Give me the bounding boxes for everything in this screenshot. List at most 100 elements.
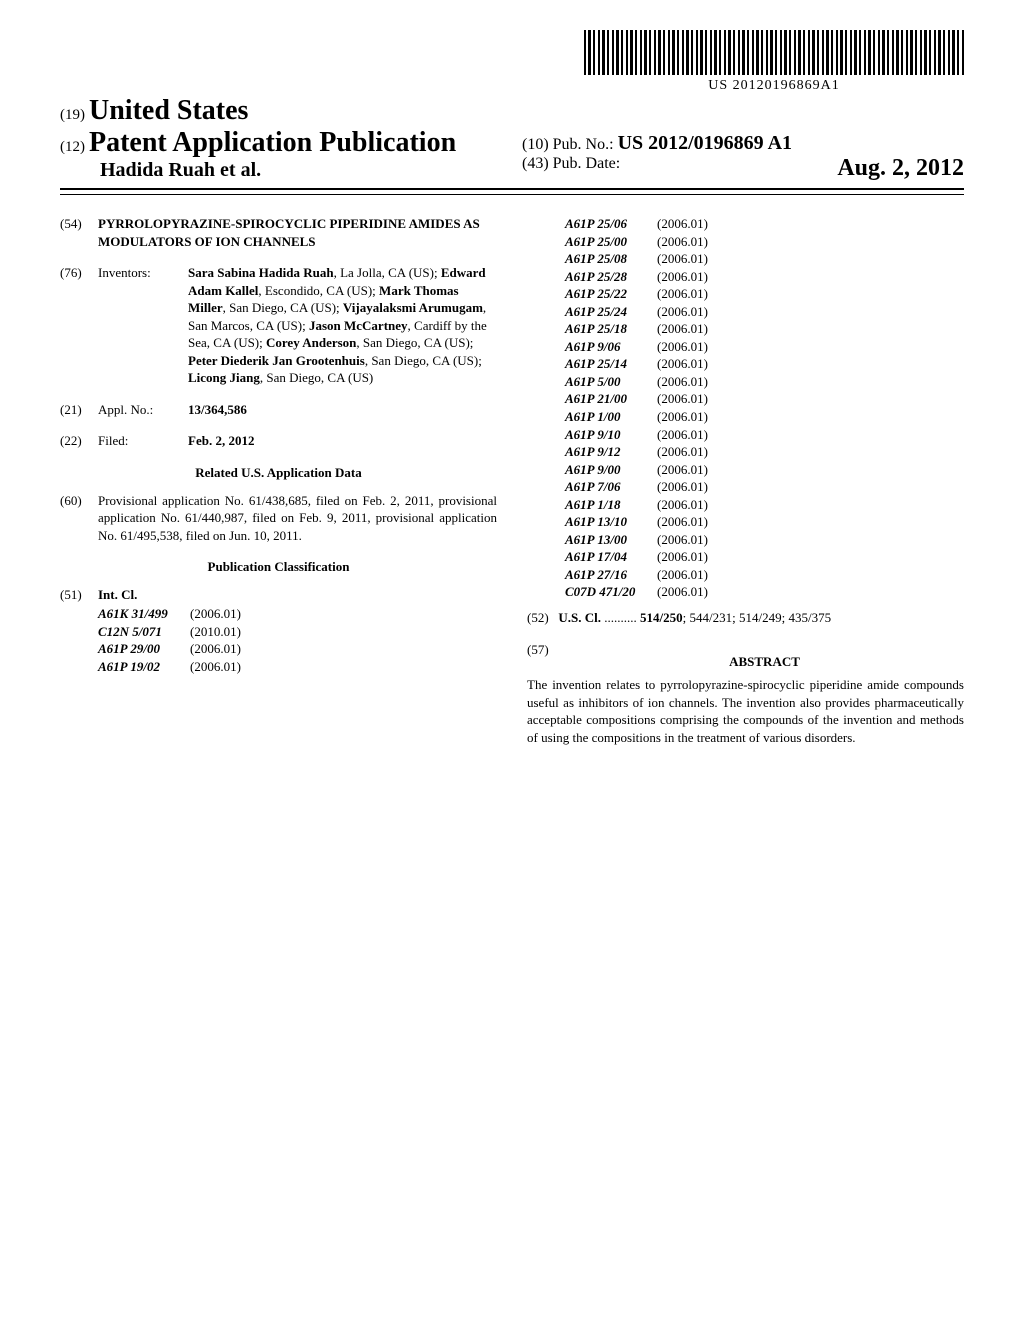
intcl-code: A61P 9/10 [527, 426, 657, 444]
inventor-location: , San Diego, CA (US); [223, 300, 343, 315]
intcl-code: A61P 13/00 [527, 531, 657, 549]
inventors-list: Sara Sabina Hadida Ruah, La Jolla, CA (U… [188, 264, 497, 387]
intcl-code: A61K 31/499 [60, 605, 190, 623]
num-21: (21) [60, 401, 98, 419]
related-text: Provisional application No. 61/438,685, … [98, 492, 497, 545]
intcl-row: A61P 17/04(2006.01) [527, 548, 964, 566]
header: (19) United States (12) Patent Applicati… [60, 95, 964, 190]
code-12: (12) [60, 139, 85, 155]
intcl-year: (2006.01) [657, 268, 708, 286]
num-51: (51) [60, 586, 98, 604]
intcl-code: A61P 9/12 [527, 443, 657, 461]
inventor-name: Corey Anderson [266, 335, 356, 350]
body-columns: (54) PYRROLOPYRAZINE-SPIROCYCLIC PIPERID… [60, 215, 964, 746]
intcl-code: A61P 9/06 [527, 338, 657, 356]
abstract-heading: ABSTRACT [565, 653, 964, 671]
intcl-row: A61P 25/22(2006.01) [527, 285, 964, 303]
intcl-code: A61P 25/22 [527, 285, 657, 303]
intcl-code: A61P 21/00 [527, 390, 657, 408]
barcode-block: US 20120196869A1 [584, 30, 964, 94]
field-related: (60) Provisional application No. 61/438,… [60, 492, 497, 545]
header-authors: Hadida Ruah et al. [100, 159, 502, 182]
intcl-row: A61P 7/06(2006.01) [527, 478, 964, 496]
intcl-year: (2006.01) [657, 566, 708, 584]
intcl-row: A61P 13/10(2006.01) [527, 513, 964, 531]
filed-label: Filed: [98, 432, 188, 450]
intcl-row: A61P 1/18(2006.01) [527, 496, 964, 514]
barcode-text: US 20120196869A1 [584, 78, 964, 94]
intcl-row: A61P 25/08(2006.01) [527, 250, 964, 268]
right-column: A61P 25/06(2006.01)A61P 25/00(2006.01)A6… [527, 215, 964, 746]
intcl-row: A61K 31/499(2006.01) [60, 605, 497, 623]
intcl-year: (2006.01) [657, 338, 708, 356]
intcl-row: A61P 25/28(2006.01) [527, 268, 964, 286]
intcl-row: A61P 27/16(2006.01) [527, 566, 964, 584]
intcl-code: A61P 5/00 [527, 373, 657, 391]
header-divider [60, 194, 964, 195]
intcl-code: C07D 471/20 [527, 583, 657, 601]
intcl-code: A61P 27/16 [527, 566, 657, 584]
intcl-code: A61P 25/00 [527, 233, 657, 251]
intcl-label: Int. Cl. [98, 586, 497, 604]
intcl-code: A61P 25/06 [527, 215, 657, 233]
intcl-row: A61P 29/00(2006.01) [60, 640, 497, 658]
inventor-location: , San Diego, CA (US); [365, 353, 482, 368]
intcl-left-list: A61K 31/499(2006.01)C12N 5/071(2010.01)A… [60, 605, 497, 675]
uscl-dots: .......... [604, 610, 640, 625]
num-22: (22) [60, 432, 98, 450]
field-filed: (22) Filed: Feb. 2, 2012 [60, 432, 497, 450]
intcl-year: (2006.01) [657, 513, 708, 531]
intcl-year: (2006.01) [657, 303, 708, 321]
intcl-row: A61P 13/00(2006.01) [527, 531, 964, 549]
intcl-year: (2006.01) [657, 373, 708, 391]
appl-no-value: 13/364,586 [188, 401, 497, 419]
field-uscl: (52) U.S. Cl. .......... 514/250; 544/23… [527, 609, 964, 627]
intcl-row: C07D 471/20(2006.01) [527, 583, 964, 601]
intcl-code: A61P 25/28 [527, 268, 657, 286]
pub-class-heading: Publication Classification [60, 558, 497, 576]
intcl-year: (2006.01) [657, 390, 708, 408]
intcl-row: A61P 25/18(2006.01) [527, 320, 964, 338]
left-column: (54) PYRROLOPYRAZINE-SPIROCYCLIC PIPERID… [60, 215, 497, 746]
uscl-label: U.S. Cl. [558, 610, 601, 625]
intcl-year: (2006.01) [657, 408, 708, 426]
barcode-graphic [584, 30, 964, 75]
num-57: (57) [527, 641, 565, 677]
inventor-name: Sara Sabina Hadida Ruah [188, 265, 334, 280]
code-43: (43) [522, 155, 549, 172]
abstract-text: The invention relates to pyrrolopyrazine… [527, 676, 964, 746]
country-name: United States [89, 95, 248, 126]
intcl-year: (2006.01) [657, 355, 708, 373]
inventors-label: Inventors: [98, 264, 188, 387]
intcl-year: (2006.01) [657, 250, 708, 268]
uscl-first: 514/250 [640, 610, 683, 625]
intcl-year: (2006.01) [657, 285, 708, 303]
field-appl-no: (21) Appl. No.: 13/364,586 [60, 401, 497, 419]
intcl-year: (2006.01) [657, 478, 708, 496]
intcl-code: A61P 9/00 [527, 461, 657, 479]
intcl-code: A61P 13/10 [527, 513, 657, 531]
header-left: (19) United States (12) Patent Applicati… [60, 95, 502, 182]
intcl-year: (2006.01) [190, 640, 241, 658]
intcl-code: A61P 25/14 [527, 355, 657, 373]
intcl-code: A61P 25/08 [527, 250, 657, 268]
intcl-row: A61P 9/06(2006.01) [527, 338, 964, 356]
intcl-year: (2006.01) [657, 426, 708, 444]
pub-no-value: US 2012/0196869 A1 [618, 132, 792, 154]
pub-date-label: Pub. Date: [553, 155, 621, 172]
num-52: (52) [527, 610, 549, 625]
header-right: (10) Pub. No.: US 2012/0196869 A1 (43) P… [502, 132, 964, 182]
intcl-row: A61P 5/00(2006.01) [527, 373, 964, 391]
intcl-code: A61P 17/04 [527, 548, 657, 566]
related-heading: Related U.S. Application Data [60, 464, 497, 482]
inventor-location: , San Diego, CA (US); [356, 335, 473, 350]
publication-type: Patent Application Publication [89, 127, 456, 158]
filed-value: Feb. 2, 2012 [188, 432, 497, 450]
code-10: (10) [522, 136, 549, 153]
patent-title: PYRROLOPYRAZINE-SPIROCYCLIC PIPERIDINE A… [98, 215, 497, 250]
intcl-row: A61P 9/12(2006.01) [527, 443, 964, 461]
inventor-name: Peter Diederik Jan Grootenhuis [188, 353, 365, 368]
intcl-row: A61P 9/10(2006.01) [527, 426, 964, 444]
intcl-year: (2006.01) [657, 443, 708, 461]
intcl-code: A61P 1/00 [527, 408, 657, 426]
